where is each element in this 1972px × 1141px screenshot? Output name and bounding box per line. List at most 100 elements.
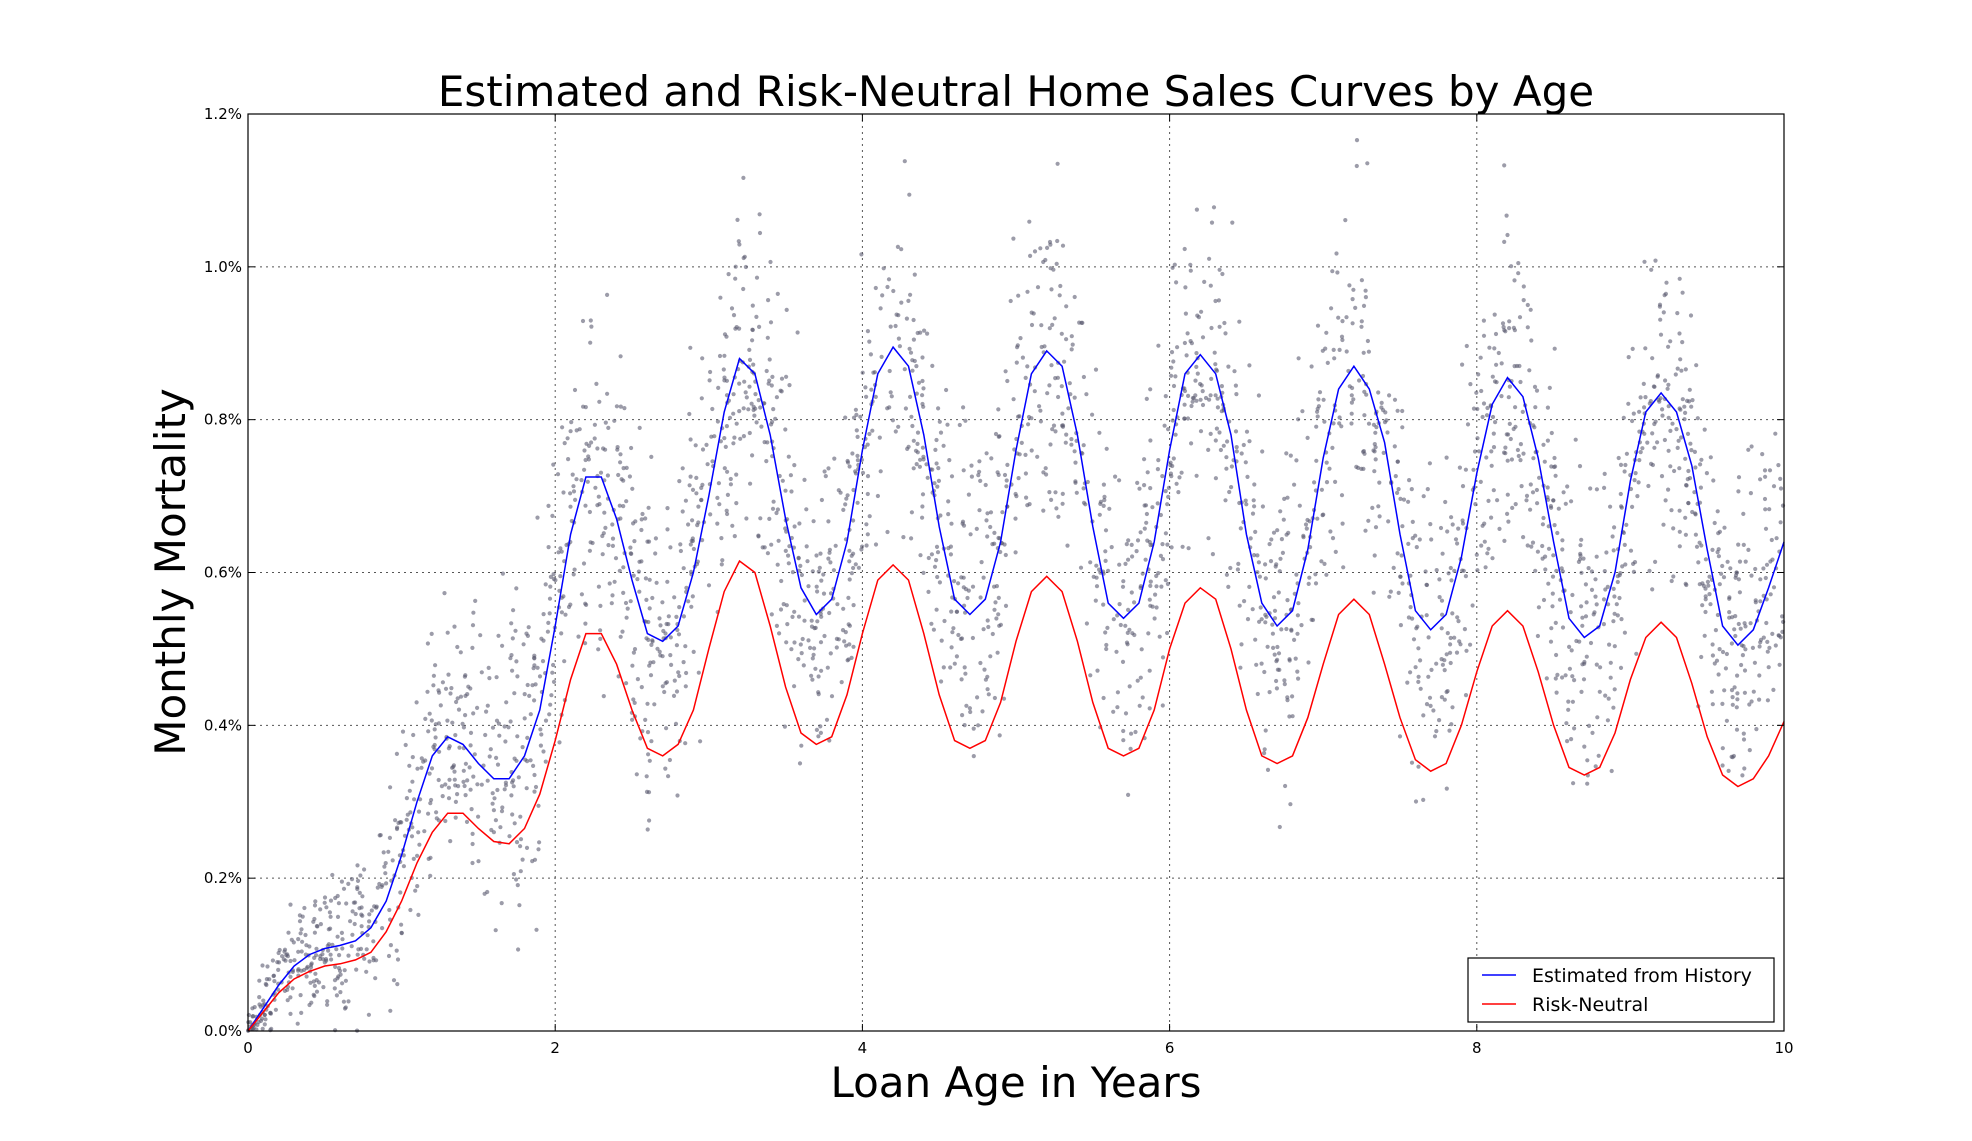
scatter-point xyxy=(1494,362,1499,367)
scatter-point xyxy=(1295,631,1300,636)
scatter-point xyxy=(1121,728,1126,734)
scatter-point xyxy=(1408,670,1413,675)
scatter-point xyxy=(390,858,395,863)
scatter-point xyxy=(1618,462,1624,467)
scatter-point xyxy=(1025,364,1030,369)
scatter-point xyxy=(342,968,347,973)
scatter-point xyxy=(817,565,822,570)
scatter-point xyxy=(1716,672,1721,677)
scatter-point xyxy=(1553,676,1558,681)
scatter-point xyxy=(1200,402,1206,408)
scatter-point xyxy=(1737,559,1743,564)
scatter-point xyxy=(1237,603,1242,608)
scatter-point xyxy=(355,863,360,868)
scatter-point xyxy=(1210,552,1215,557)
scatter-point xyxy=(847,642,852,647)
scatter-point xyxy=(1423,569,1428,574)
scatter-point xyxy=(649,739,654,744)
scatter-point xyxy=(961,405,966,410)
scatter-point xyxy=(726,272,731,277)
scatter-point xyxy=(1702,633,1707,638)
scatter-point xyxy=(1351,287,1356,292)
scatter-point xyxy=(1361,350,1366,355)
scatter-point xyxy=(1520,409,1525,414)
scatter-point xyxy=(975,695,980,700)
scatter-point xyxy=(1048,266,1053,271)
scatter-point xyxy=(963,671,968,676)
scatter-point xyxy=(1243,460,1248,465)
scatter-point xyxy=(994,616,999,621)
scatter-point xyxy=(379,884,384,890)
scatter-point xyxy=(358,873,363,878)
scatter-point xyxy=(1294,572,1299,577)
scatter-point xyxy=(584,441,589,446)
scatter-point xyxy=(804,507,809,512)
scatter-point xyxy=(339,879,344,884)
scatter-point xyxy=(792,609,797,614)
scatter-point xyxy=(433,663,438,668)
scatter-point xyxy=(576,634,581,639)
scatter-point xyxy=(635,577,640,582)
scatter-point xyxy=(1213,298,1218,304)
scatter-point xyxy=(710,406,715,412)
scatter-point xyxy=(730,523,735,528)
scatter-point xyxy=(880,293,885,298)
scatter-point xyxy=(1195,313,1200,318)
scatter-point xyxy=(336,901,341,906)
scatter-point xyxy=(1244,502,1249,507)
scatter-point xyxy=(865,532,870,537)
scatter-point xyxy=(367,959,372,964)
scatter-point xyxy=(986,624,991,630)
scatter-point xyxy=(1424,702,1430,707)
scatter-point xyxy=(1721,575,1727,580)
scatter-point xyxy=(1730,755,1735,760)
scatter-point xyxy=(827,610,832,616)
scatter-point xyxy=(959,677,964,682)
scatter-point xyxy=(1243,498,1248,503)
scatter-point xyxy=(1648,399,1653,404)
scatter-point xyxy=(1357,378,1362,383)
scatter-point xyxy=(842,639,847,644)
scatter-point xyxy=(908,350,914,355)
scatter-point xyxy=(1301,533,1306,538)
scatter-point xyxy=(1472,449,1478,454)
scatter-point xyxy=(1171,407,1176,413)
scatter-point xyxy=(1475,406,1480,412)
scatter-point xyxy=(1143,557,1148,562)
scatter-point xyxy=(1501,325,1506,330)
scatter-point xyxy=(560,425,565,430)
scatter-point xyxy=(1267,542,1272,547)
scatter-point xyxy=(1349,393,1354,398)
scatter-point xyxy=(571,489,577,494)
scatter-point xyxy=(1674,427,1679,432)
scatter-point xyxy=(825,665,830,670)
scatter-point xyxy=(1481,401,1487,406)
scatter-point xyxy=(1059,384,1064,389)
scatter-point xyxy=(515,674,520,679)
scatter-point xyxy=(644,774,649,779)
scatter-point xyxy=(630,663,635,668)
scatter-point xyxy=(1591,612,1596,617)
scatter-point xyxy=(1255,570,1260,575)
scatter-point xyxy=(262,1012,267,1018)
scatter-point xyxy=(612,418,617,423)
scatter-point xyxy=(624,499,629,504)
scatter-point xyxy=(1372,553,1377,558)
scatter-point xyxy=(1258,605,1263,610)
scatter-point xyxy=(1716,531,1721,536)
scatter-point xyxy=(514,877,519,882)
scatter-point xyxy=(617,503,622,508)
scatter-point xyxy=(1439,657,1444,662)
scatter-point xyxy=(570,472,575,477)
scatter-point xyxy=(1362,413,1367,418)
scatter-point xyxy=(1400,408,1405,414)
scatter-point xyxy=(728,482,734,487)
scatter-point xyxy=(773,416,778,421)
scatter-point xyxy=(257,978,262,983)
scatter-point xyxy=(1102,494,1107,499)
scatter-point xyxy=(1474,552,1479,557)
scatter-point xyxy=(551,662,556,668)
scatter-point xyxy=(514,758,519,763)
scatter-point xyxy=(887,368,892,374)
scatter-point xyxy=(663,766,668,771)
